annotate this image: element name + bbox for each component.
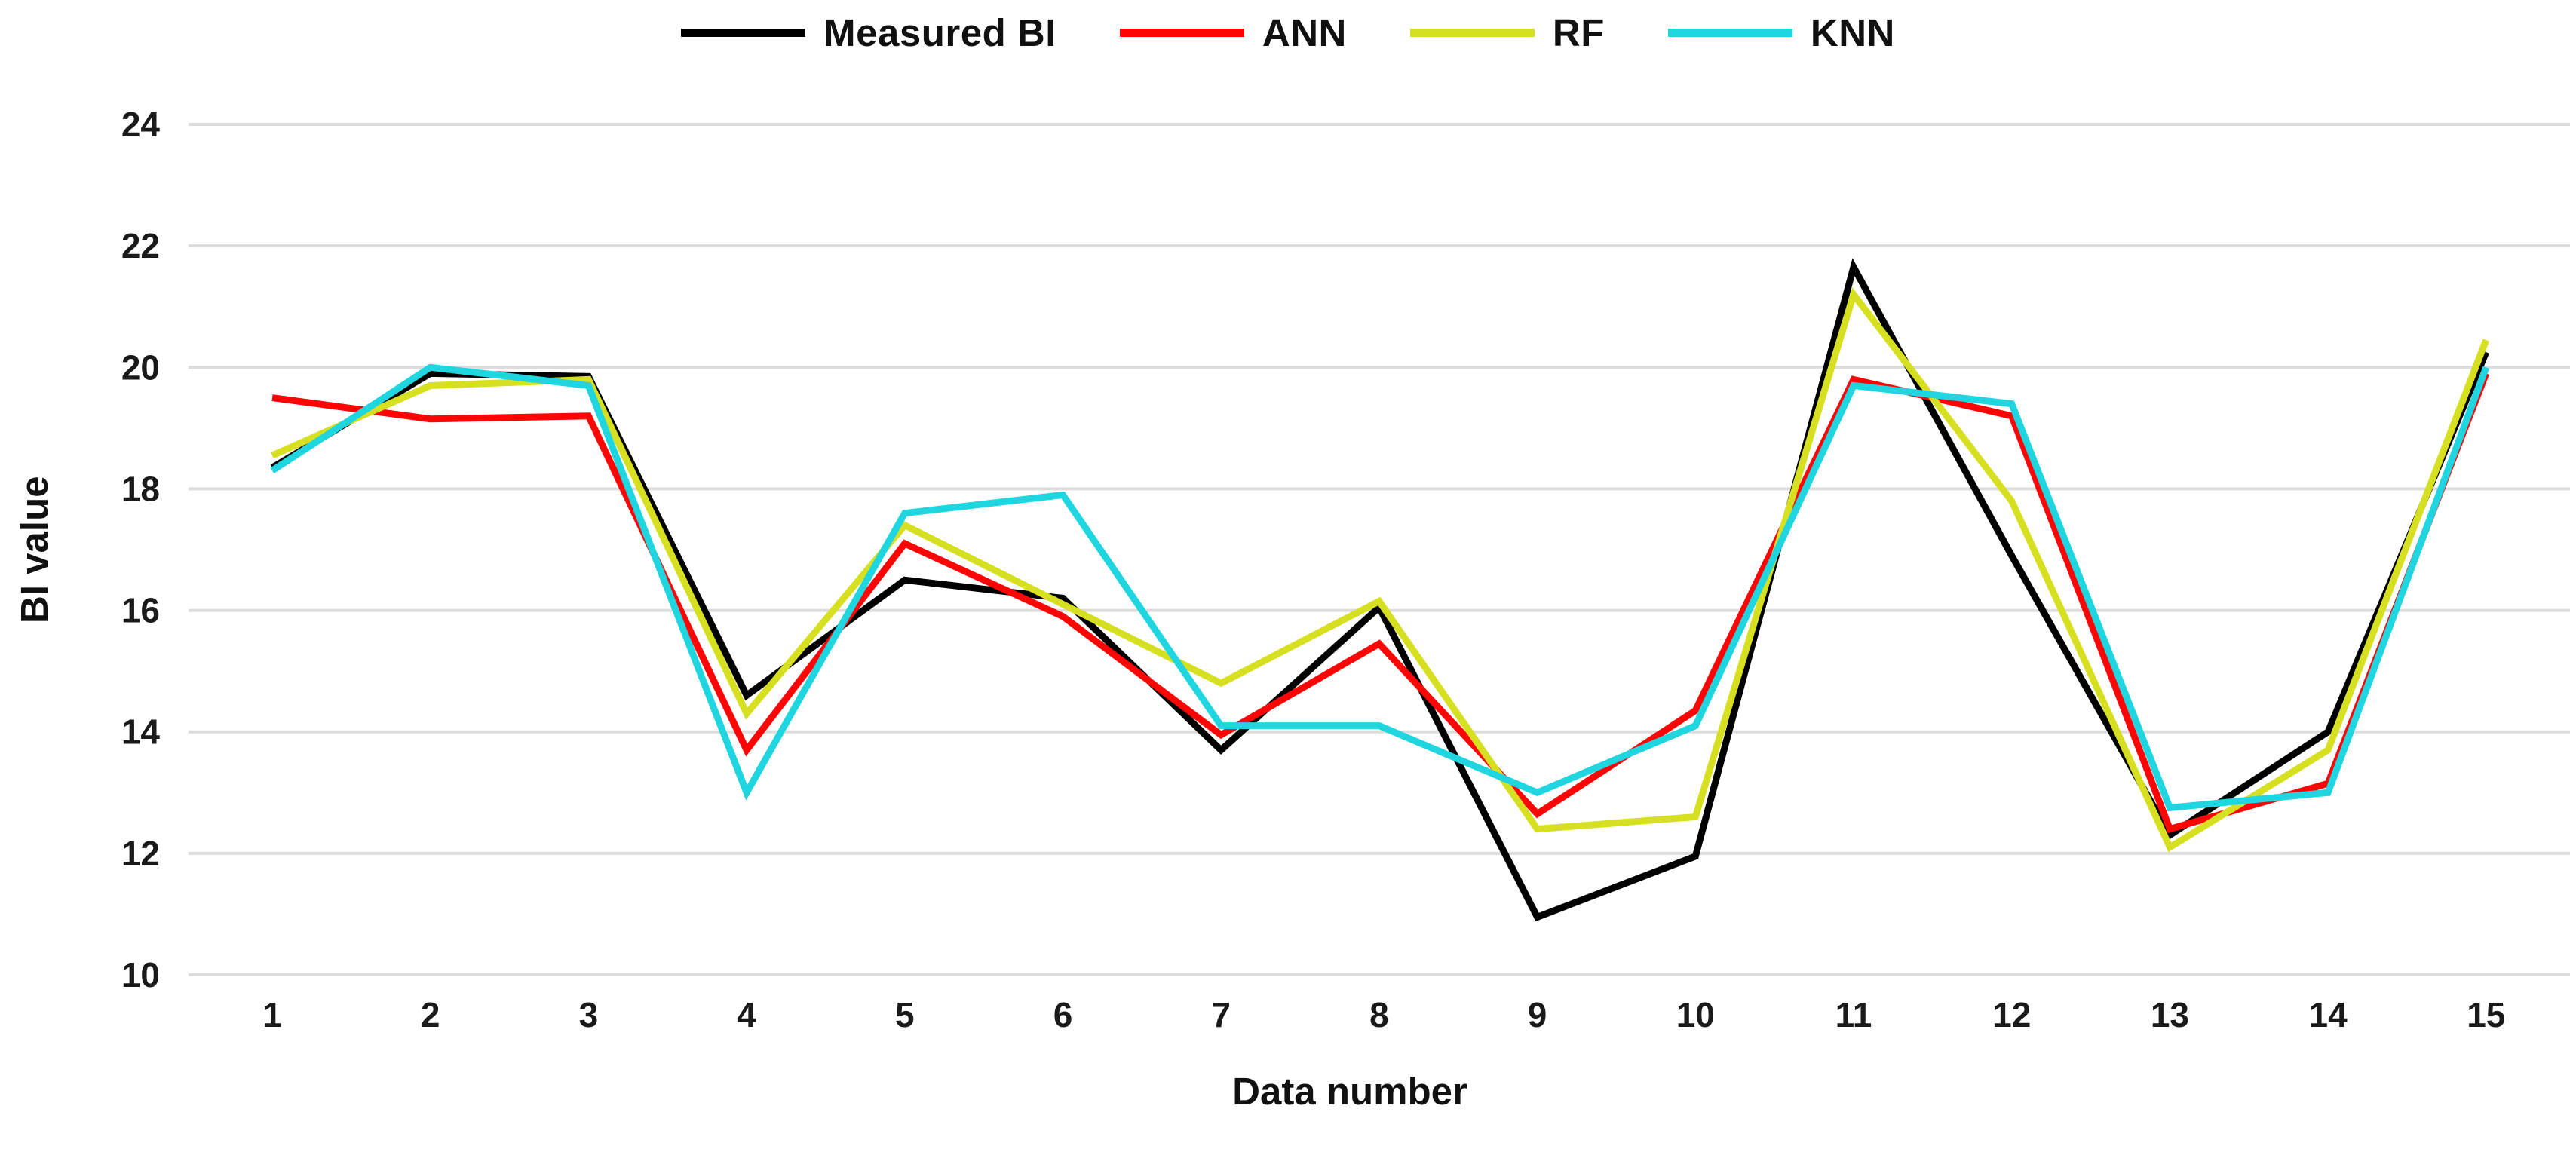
series-line-measured-bi <box>270 258 2489 922</box>
x-tick-label: 13 <box>2151 995 2189 1034</box>
y-tick-label: 18 <box>121 469 160 508</box>
legend-label: Measured BI <box>823 11 1056 54</box>
x-tick-label: 1 <box>262 995 282 1034</box>
legend-item-knn: KNN <box>1667 11 1895 55</box>
legend-line-swatch-icon <box>681 29 806 37</box>
x-axis-title: Data number <box>1232 1070 1467 1113</box>
x-tick-label: 8 <box>1369 995 1389 1034</box>
y-tick-label: 20 <box>121 348 160 387</box>
legend-label: RF <box>1552 11 1605 54</box>
y-tick-label: 12 <box>121 834 160 873</box>
x-tick-label: 2 <box>421 995 440 1034</box>
y-tick-label: 10 <box>121 955 160 994</box>
x-tick-label: 5 <box>895 995 915 1034</box>
y-tick-label: 22 <box>121 226 160 265</box>
legend-label: ANN <box>1262 11 1347 54</box>
legend-item-rf: RF <box>1409 11 1605 55</box>
y-tick-label: 24 <box>121 105 161 144</box>
x-tick-label: 14 <box>2309 995 2348 1034</box>
legend: Measured BI ANN RF KNN <box>0 11 2576 55</box>
series-line-rf <box>271 286 2489 853</box>
x-tick-label: 6 <box>1053 995 1073 1034</box>
y-tick-label: 14 <box>121 712 161 752</box>
x-tick-label: 15 <box>2467 995 2505 1034</box>
x-tick-label: 7 <box>1211 995 1231 1034</box>
legend-line-swatch-icon <box>1667 29 1792 37</box>
x-tick-label: 12 <box>1992 995 2031 1034</box>
legend-line-swatch-icon <box>1119 29 1244 37</box>
y-tick-label: 16 <box>121 591 160 630</box>
series-line-knn <box>270 363 2490 812</box>
legend-item-measured-bi: Measured BI <box>681 11 1056 55</box>
x-tick-label: 4 <box>737 995 756 1034</box>
legend-label: KNN <box>1810 11 1895 54</box>
legend-item-ann: ANN <box>1119 11 1347 55</box>
legend-line-swatch-icon <box>1409 29 1535 37</box>
x-tick-label: 3 <box>579 995 599 1034</box>
x-tick-label: 11 <box>1835 995 1872 1034</box>
x-tick-label: 9 <box>1528 995 1547 1034</box>
x-tick-label: 10 <box>1676 995 1715 1034</box>
